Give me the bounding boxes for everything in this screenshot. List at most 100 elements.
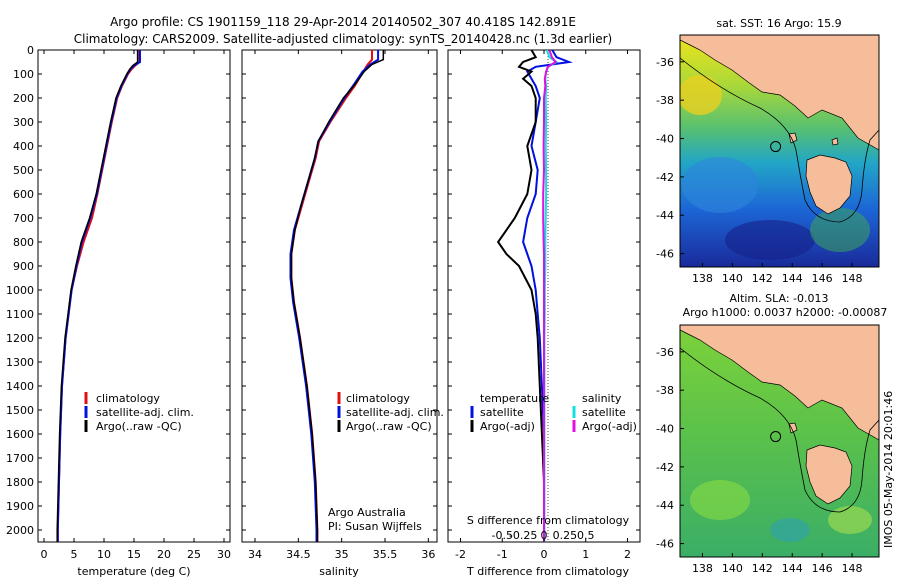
s-tick-label: 0.5 xyxy=(577,529,595,542)
y-tick-label: 1500 xyxy=(6,404,34,417)
series-line-argo-raw-qc xyxy=(56,50,139,542)
y-tick-label: 1000 xyxy=(6,284,34,297)
x-tick-label: -1 xyxy=(497,548,508,561)
map-y-tick-label: -38 xyxy=(656,384,674,397)
map-y-tick-label: -46 xyxy=(656,248,674,261)
y-tick-label: 900 xyxy=(13,260,34,273)
map-x-tick-label: 144 xyxy=(782,562,803,575)
map-x-tick-label: 142 xyxy=(752,272,773,285)
y-tick-label: 100 xyxy=(13,68,34,81)
argo-position-marker xyxy=(770,431,782,443)
legend-label-s-argo: Argo(-adj) xyxy=(582,420,637,433)
y-tick-label: 1300 xyxy=(6,356,34,369)
argo-position-marker xyxy=(770,141,782,153)
series-line-satellite-adj-clim xyxy=(289,50,380,542)
map-y-tick-label: -40 xyxy=(656,133,674,146)
series-line-temperature-argo-adj xyxy=(496,50,545,542)
series-line-salinity-satellite xyxy=(543,50,559,542)
difference-panel: -2 -1 0 1 2 S difference from climatology -0… xyxy=(447,49,641,578)
legend-label-satellite: satellite-adj. clim. xyxy=(346,406,444,419)
sla-map: Altim. SLA: -0.013 Argo h1000: 0.0037 h2… xyxy=(656,292,887,575)
x-tick-label: 5 xyxy=(71,548,78,561)
s-tick-label: 0 xyxy=(541,529,548,542)
sla-map-title-line1: Altim. SLA: -0.013 xyxy=(729,292,828,305)
y-tick-label: 1600 xyxy=(6,428,34,441)
series-line-salinity-argo-adj xyxy=(542,50,558,542)
y-tick-label: 1200 xyxy=(6,332,34,345)
map-y-tick-label: -44 xyxy=(656,499,674,512)
y-tick-label: 700 xyxy=(13,212,34,225)
map-y-tick-label: -40 xyxy=(656,423,674,436)
shelf-contour xyxy=(680,347,879,513)
sst-map-title: sat. SST: 16 Argo: 15.9 xyxy=(716,17,841,30)
y-tick-label: 400 xyxy=(13,140,34,153)
temperature-legend: climatology satellite-adj. clim. Argo(..… xyxy=(84,392,194,433)
map-y-tick-label: -44 xyxy=(656,209,674,222)
salinity-xlabel: salinity xyxy=(319,565,359,578)
y-tick-label: 1400 xyxy=(6,380,34,393)
shelf-contour xyxy=(680,57,879,223)
y-tick-label: 800 xyxy=(13,236,34,249)
x-tick-label: 35 xyxy=(335,548,349,561)
y-tick-label: 1700 xyxy=(6,452,34,465)
y-tick-label: 1800 xyxy=(6,476,34,489)
map-y-tick-label: -38 xyxy=(656,94,674,107)
y-tick-label: 0 xyxy=(27,44,34,57)
map-y-tick-label: -46 xyxy=(656,538,674,551)
s-tick-label: -0.25 xyxy=(509,529,537,542)
map-x-tick-label: 138 xyxy=(692,272,713,285)
series-line-argo-raw-qc xyxy=(290,50,385,542)
legend-label-satellite: satellite-adj. clim. xyxy=(96,406,194,419)
legend-label-argo: Argo(..raw -QC) xyxy=(96,420,182,433)
y-tick-label: 500 xyxy=(13,164,34,177)
y-tick-label: 2000 xyxy=(6,524,34,537)
map-x-tick-label: 140 xyxy=(722,562,743,575)
x-tick-label: 15 xyxy=(127,548,141,561)
map-y-tick-label: -36 xyxy=(656,346,674,359)
series-line-climatology xyxy=(290,50,373,542)
temperature-axes-box xyxy=(37,49,231,543)
y-tick-label: 600 xyxy=(13,188,34,201)
x-tick-label: 10 xyxy=(97,548,111,561)
temperature-xlabel: temperature (deg C) xyxy=(77,565,190,578)
x-tick-label: 35.5 xyxy=(373,548,398,561)
salinity-panel: 34 34.5 35 35.5 36 salinity climatology sate… xyxy=(241,49,444,578)
legend-header-salinity: salinity xyxy=(582,392,622,405)
map-y-tick-label: -36 xyxy=(656,56,674,69)
x-tick-label: 0 xyxy=(41,548,48,561)
temperature-panel: 0100200300400500600700800900100011001200… xyxy=(6,44,231,578)
s-difference-label: S difference from climatology xyxy=(467,514,630,527)
y-tick-label: 1900 xyxy=(6,500,34,513)
legend-label-climatology: climatology xyxy=(96,392,160,405)
tasmania-land xyxy=(805,444,853,505)
sla-map-title-line2: Argo h1000: 0.0037 h2000: -0.00087 xyxy=(683,306,888,319)
mainland-land xyxy=(680,35,879,151)
salinity-legend: climatology satellite-adj. clim. Argo(..… xyxy=(337,392,444,433)
sst-map-frame xyxy=(679,34,880,268)
annotation-pi: PI: Susan Wijffels xyxy=(328,520,422,533)
sla-map-frame xyxy=(679,324,880,558)
legend-label-s-satellite: satellite xyxy=(582,406,626,419)
map-x-tick-label: 140 xyxy=(722,272,743,285)
map-x-tick-label: 146 xyxy=(812,272,833,285)
s-tick-label: -0.5 xyxy=(492,529,513,542)
map-x-tick-label: 146 xyxy=(812,562,833,575)
map-y-tick-label: -42 xyxy=(656,171,674,184)
difference-legend: temperature salinity satellite Argo(-adj… xyxy=(470,392,637,433)
figure-title-line2: Climatology: CARS2009. Satellite-adjuste… xyxy=(74,32,612,46)
x-tick-label: -2 xyxy=(455,548,466,561)
tasmania-land xyxy=(805,154,853,215)
y-tick-label: 200 xyxy=(13,92,34,105)
x-tick-label: 34 xyxy=(248,548,262,561)
s-tick-label: 0.25 xyxy=(553,529,578,542)
map-x-tick-label: 138 xyxy=(692,562,713,575)
x-tick-label: 2 xyxy=(624,548,631,561)
legend-label-climatology: climatology xyxy=(346,392,410,405)
x-tick-label: 25 xyxy=(187,548,201,561)
mainland-land xyxy=(680,325,879,441)
t-difference-label: T difference from climatology xyxy=(466,565,629,578)
map-y-tick-label: -42 xyxy=(656,461,674,474)
legend-label-argo: Argo(..raw -QC) xyxy=(346,420,432,433)
x-tick-label: 0 xyxy=(541,548,548,561)
